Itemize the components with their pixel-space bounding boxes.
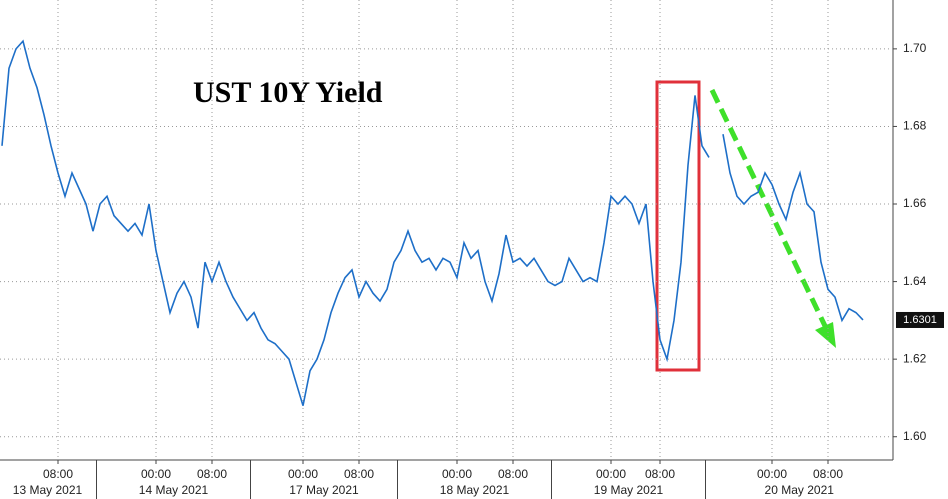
x-tick-label: 00:00 xyxy=(141,467,171,481)
trend-arrow xyxy=(709,88,829,330)
day-label: 17 May 2021 xyxy=(289,483,359,497)
x-tick-label: 00:00 xyxy=(596,467,626,481)
last-value-tag xyxy=(896,311,944,328)
y-tick-label: 1.62 xyxy=(903,351,927,365)
line xyxy=(1,39,864,406)
chart-title: UST 10Y Yield xyxy=(193,76,383,109)
x-tick-label: 00:00 xyxy=(757,467,787,481)
x-tick-label: 08:00 xyxy=(813,467,843,481)
day-label: 19 May 2021 xyxy=(594,483,664,497)
y-tick-label: 1.70 xyxy=(903,41,927,55)
x-tick-label: 08:00 xyxy=(197,467,227,481)
highlight-box xyxy=(655,80,701,372)
last-value-label: 1.6301 xyxy=(903,314,937,326)
y-tick-label: 1.60 xyxy=(903,429,927,443)
x-tick-label: 08:00 xyxy=(43,467,73,481)
x-tick-label: 00:00 xyxy=(442,467,472,481)
y-tick-label: 1.64 xyxy=(903,274,927,288)
x-tick-label: 08:00 xyxy=(498,467,528,481)
y-tick-label: 1.68 xyxy=(903,119,927,133)
day-label: 18 May 2021 xyxy=(440,483,510,497)
day-label: 13 May 2021 xyxy=(13,483,83,497)
x-tick-label: 00:00 xyxy=(288,467,318,481)
day-label: 20 May 2021 xyxy=(765,483,835,497)
y-tick-label: 1.66 xyxy=(903,196,927,210)
arrow-head xyxy=(815,322,836,348)
day-label: 14 May 2021 xyxy=(139,483,209,497)
x-tick-label: 08:00 xyxy=(645,467,675,481)
x-tick-label: 08:00 xyxy=(344,467,374,481)
